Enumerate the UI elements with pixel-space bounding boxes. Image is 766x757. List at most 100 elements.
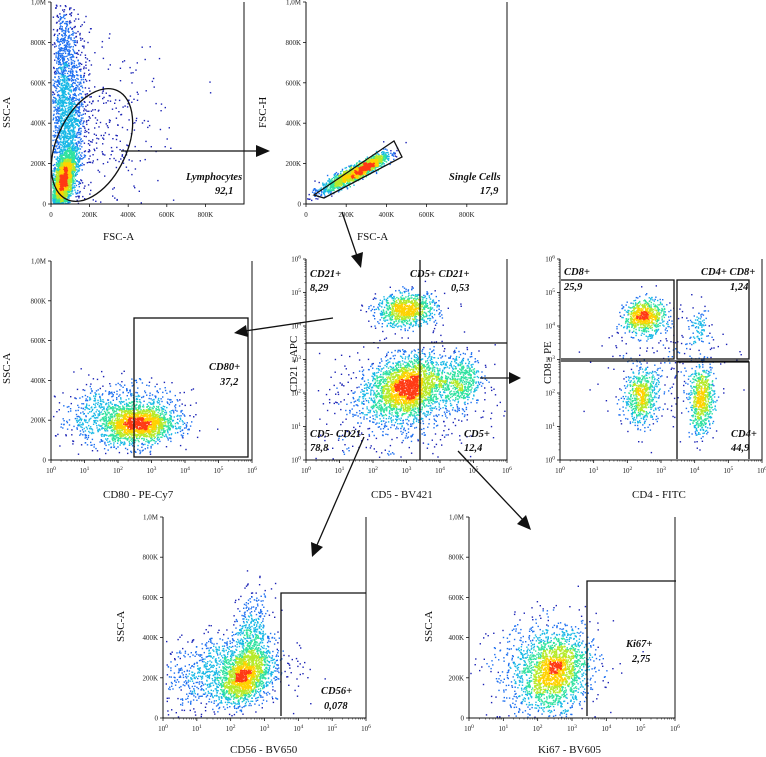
event-dot [73,171,76,173]
event-dot [61,92,64,94]
event-dot [64,5,67,7]
event-dot [60,138,62,141]
event-dot [64,108,67,110]
event-dot [61,100,63,102]
event-dot [153,86,155,88]
event-dot [75,163,78,166]
event-dot [58,61,60,63]
event-dot [351,164,353,167]
event-dot [75,154,77,156]
event-dot [77,94,80,96]
event-dot [80,105,83,107]
event-dot [54,170,56,172]
event-dot [66,169,68,172]
event-dot [60,109,63,112]
event-dot [63,95,65,97]
event-dot [141,122,144,124]
event-dot [68,44,70,46]
event-dot [58,142,60,144]
event-dot [55,116,57,119]
event-dot [70,37,72,39]
event-dot [56,14,59,17]
event-dot [79,136,81,139]
event-dot [68,145,70,147]
event-dot [70,21,72,24]
event-dot [67,188,69,191]
event-dot [89,90,91,92]
event-dot [73,20,76,22]
event-dot [68,138,70,141]
event-dot [59,99,61,101]
event-dot [61,28,63,30]
event-dot [157,179,159,182]
event-dot [75,150,77,153]
event-dot [147,120,149,122]
event-dot [74,145,77,148]
event-dot [59,67,62,70]
event-dot [66,190,69,192]
event-dot [63,79,66,81]
event-dot [65,46,67,48]
event-dot [53,67,55,70]
event-dot [79,32,81,35]
event-dot [55,134,57,137]
event-dot [82,78,84,81]
event-dot [89,117,91,119]
event-dot [59,50,61,52]
event-dot [67,28,69,31]
event-dot [72,157,74,159]
event-dot [137,93,139,95]
event-dot [69,13,71,15]
event-dot [65,155,67,157]
event-dot [67,145,69,148]
event-dot [69,34,71,37]
event-dot [68,149,71,152]
event-dot [85,109,87,111]
event-dot [346,188,349,190]
event-dot [61,102,64,104]
event-dot [68,84,70,86]
event-dot [80,79,83,81]
event-dot [66,146,68,148]
event-dot [56,147,59,150]
event-dot [94,127,96,129]
event-dot [82,90,84,93]
event-dot [114,102,116,104]
event-dot [92,199,94,201]
event-dot [89,150,91,152]
event-dot [63,185,65,187]
event-dot [55,125,57,127]
event-dot [61,178,64,180]
event-dot [79,70,82,72]
event-dot [71,84,73,86]
event-dot [58,191,60,193]
event-dot [117,124,119,126]
event-dot [64,112,66,114]
event-dot [58,174,60,177]
event-dot [85,67,87,69]
event-dot [80,63,83,65]
event-dot [112,195,114,197]
event-dot [61,57,63,59]
event-dot [62,68,64,70]
event-dot [85,80,88,82]
event-dot [106,125,109,127]
event-dot [65,177,67,180]
event-dot [77,148,79,150]
event-dot [57,175,59,177]
event-dot [55,192,57,195]
event-dot [67,27,70,30]
event-dot [68,168,70,170]
event-dot [53,85,55,87]
event-dot [76,106,78,108]
event-dot [54,100,56,103]
event-dot [70,158,72,160]
event-dot [75,111,77,113]
event-dot [65,165,67,167]
event-dot [98,109,100,111]
event-dot [76,110,78,112]
event-dot [64,182,66,185]
event-dot [54,134,56,136]
event-dot [57,151,59,153]
